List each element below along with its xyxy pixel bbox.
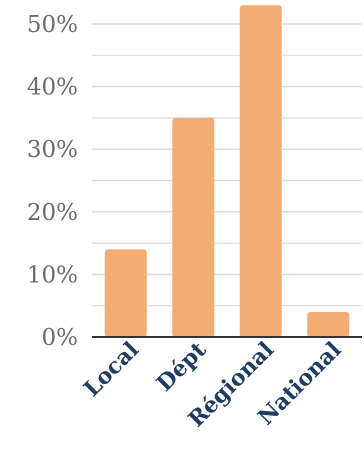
y-tick-label: 50% (27, 12, 78, 38)
y-axis-ticks: 0% 10% 20% 30% 40% 50% (27, 12, 78, 351)
bar-local (104, 249, 147, 337)
y-tick-label: 40% (27, 75, 78, 101)
y-tick-label: 0% (42, 325, 79, 351)
bar-dépt (172, 117, 215, 338)
x-tick-label: Local (79, 337, 144, 402)
x-tick-label: Dépt (152, 336, 212, 396)
bar-régional (239, 5, 282, 337)
y-tick-label: 30% (27, 137, 78, 163)
bars (104, 5, 350, 338)
y-tick-label: 20% (27, 200, 78, 226)
bar-national (307, 311, 350, 337)
y-tick-label: 10% (27, 262, 78, 288)
